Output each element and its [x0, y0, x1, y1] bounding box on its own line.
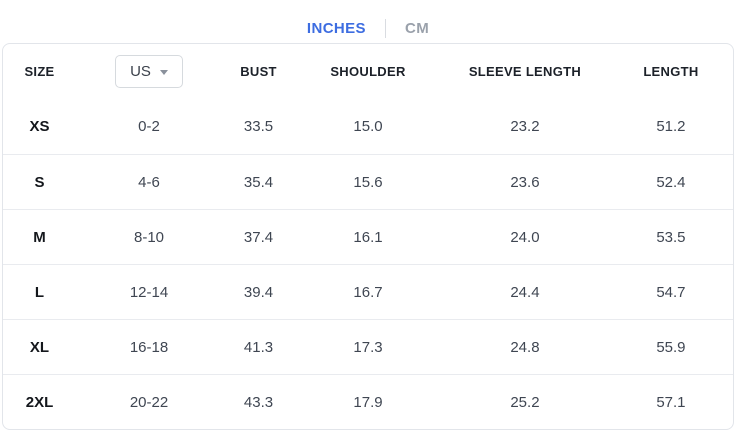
sleeve-length-value: 23.2 — [510, 118, 540, 135]
bust-value: 41.3 — [243, 338, 274, 356]
column-header-shoulder: SHOULDER — [330, 64, 406, 79]
table-row: XL 16-18 41.3 17.3 24.8 55.9 — [3, 319, 733, 374]
shoulder-value: 17.3 — [353, 338, 383, 356]
shoulder-value: 15.6 — [353, 173, 383, 191]
us-size-value: 4-6 — [138, 173, 160, 191]
region-select-value: US — [130, 63, 151, 80]
units-tabs: INCHES CM — [0, 0, 736, 43]
tab-divider — [384, 19, 386, 38]
size-label: L — [34, 283, 45, 301]
length-value: 54.7 — [656, 283, 686, 301]
table-row: S 4-6 35.4 15.6 23.6 52.4 — [3, 154, 733, 209]
table-body: XS 0-2 33.5 15.0 23.2 51.2 S 4-6 35.4 15… — [3, 99, 733, 429]
sleeve-length-value: 24.8 — [510, 338, 540, 356]
length-value: 53.5 — [656, 228, 686, 246]
size-label: XL — [29, 338, 50, 356]
sleeve-length-value: 24.4 — [510, 283, 540, 301]
size-chart-table: SIZE US BUST SHOULDER SLEEVE LENGTH LENG… — [2, 43, 734, 430]
bust-value: 35.4 — [243, 173, 274, 191]
sleeve-length-value: 23.6 — [510, 173, 540, 191]
caret-down-icon — [159, 69, 168, 75]
length-value: 51.2 — [656, 118, 686, 135]
us-size-value: 20-22 — [129, 393, 169, 411]
tab-cm[interactable]: CM — [401, 18, 433, 39]
column-header-sleeve-length: SLEEVE LENGTH — [468, 64, 582, 79]
sleeve-length-value: 25.2 — [510, 393, 540, 411]
table-row: 2XL 20-22 43.3 17.9 25.2 57.1 — [3, 374, 733, 429]
shoulder-value: 15.0 — [353, 118, 383, 135]
size-label: 2XL — [25, 393, 54, 411]
column-header-region: US — [76, 55, 222, 88]
size-label: M — [33, 228, 46, 246]
shoulder-value: 16.1 — [353, 228, 383, 246]
bust-value: 37.4 — [243, 228, 274, 246]
sleeve-length-value: 24.0 — [510, 228, 540, 246]
tab-inches[interactable]: INCHES — [303, 18, 370, 39]
size-label: S — [34, 173, 45, 191]
length-value: 55.9 — [656, 338, 686, 356]
table-row: M 8-10 37.4 16.1 24.0 53.5 — [3, 209, 733, 264]
table-header-row: SIZE US BUST SHOULDER SLEEVE LENGTH LENG… — [3, 44, 733, 99]
table-row: XS 0-2 33.5 15.0 23.2 51.2 — [3, 99, 733, 154]
us-size-value: 12-14 — [129, 283, 169, 301]
column-header-length: LENGTH — [643, 64, 699, 79]
region-select[interactable]: US — [115, 55, 183, 88]
us-size-value: 8-10 — [133, 228, 165, 246]
column-header-size: SIZE — [24, 64, 55, 79]
us-size-value: 0-2 — [138, 118, 160, 135]
shoulder-value: 17.9 — [353, 393, 383, 411]
shoulder-value: 16.7 — [353, 283, 383, 301]
length-value: 52.4 — [656, 173, 686, 191]
size-label: XS — [29, 118, 50, 135]
bust-value: 43.3 — [243, 393, 274, 411]
table-row: L 12-14 39.4 16.7 24.4 54.7 — [3, 264, 733, 319]
us-size-value: 16-18 — [129, 338, 169, 356]
bust-value: 39.4 — [243, 283, 274, 301]
bust-value: 33.5 — [243, 118, 274, 135]
column-header-bust: BUST — [240, 64, 277, 79]
length-value: 57.1 — [656, 393, 686, 411]
